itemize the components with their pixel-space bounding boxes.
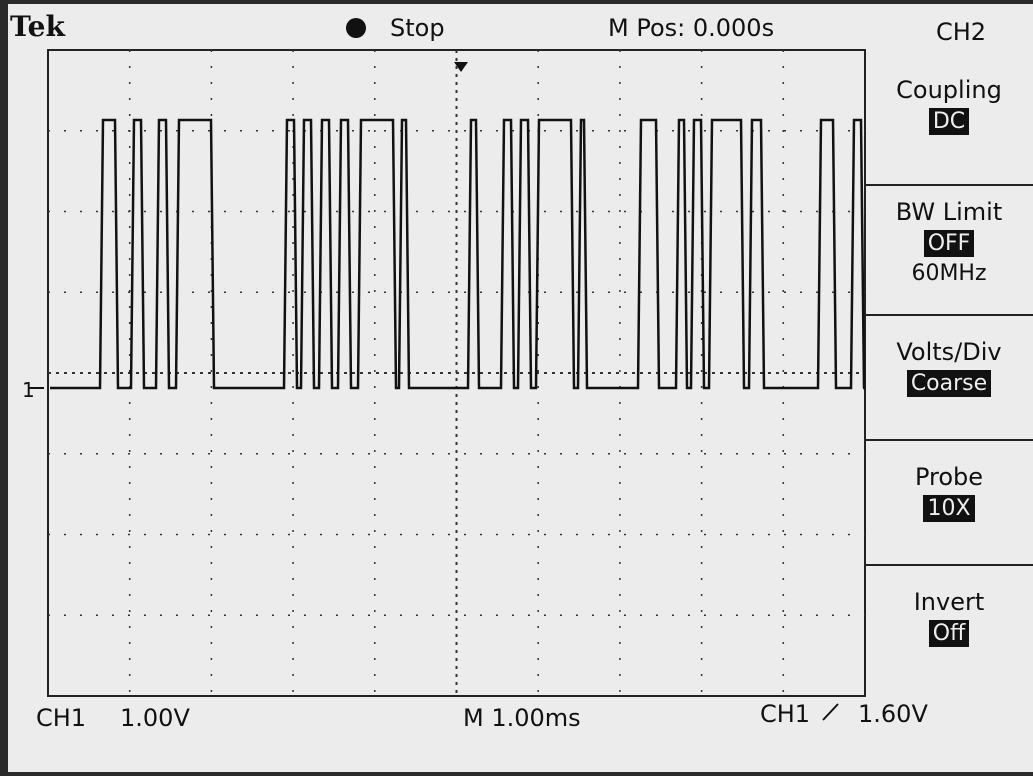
trigger-slope bbox=[823, 704, 838, 720]
scope-screen: Tek Stop M Pos: 0.000s CH2 1 Coupling DC… bbox=[8, 4, 1033, 772]
page: Tek Stop M Pos: 0.000s CH2 1 Coupling DC… bbox=[0, 0, 1033, 776]
graticule bbox=[8, 4, 1033, 772]
